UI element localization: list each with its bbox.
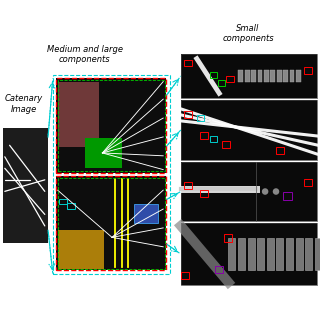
Bar [56,78,166,173]
Bar [85,138,122,168]
Bar [181,223,317,285]
Bar [53,75,170,274]
Bar [257,238,264,270]
Bar [276,147,284,154]
Bar [181,100,317,160]
Bar [304,179,312,186]
Bar [181,54,317,98]
Bar [200,190,208,197]
Bar [58,80,165,171]
Bar [238,238,245,270]
Bar [184,111,192,118]
Bar [218,80,225,85]
Bar [304,68,312,74]
Circle shape [273,189,278,194]
Bar [267,238,274,270]
Bar [315,238,320,270]
Bar [290,69,294,83]
Bar [248,238,255,270]
Bar [305,238,312,270]
Bar [58,82,99,147]
Bar [222,141,230,148]
Bar [283,69,288,83]
Bar [181,223,317,285]
Bar [264,69,269,83]
Bar [296,69,301,83]
Bar [228,238,236,270]
Circle shape [262,189,268,194]
Bar [56,176,166,270]
Text: Catenary
Image: Catenary Image [5,94,43,114]
Bar [283,192,292,200]
Bar [181,162,317,221]
Bar [3,128,48,243]
Bar [58,178,165,269]
Bar [210,136,217,142]
Bar [181,162,317,221]
Bar [200,132,208,139]
Bar [296,238,303,270]
Bar [245,69,250,83]
Bar [251,69,256,83]
Bar [181,100,317,160]
Bar [184,181,192,188]
Bar [181,54,317,98]
Bar [58,230,104,269]
Bar [197,115,204,121]
Bar [184,60,192,67]
Text: Small
components: Small components [222,24,274,43]
Bar [277,69,282,83]
Bar [224,235,232,242]
Bar [238,69,243,83]
Bar [286,238,293,270]
Bar [59,198,67,204]
Bar [67,203,75,209]
Bar [258,69,262,83]
Bar [56,78,166,173]
Bar [56,176,166,270]
Bar [181,272,189,279]
Text: Medium and large
components: Medium and large components [47,44,123,64]
Bar [226,76,234,83]
Bar [270,69,275,83]
Bar [210,72,217,78]
Bar [134,204,158,223]
Bar [276,238,284,270]
Bar [215,266,223,273]
